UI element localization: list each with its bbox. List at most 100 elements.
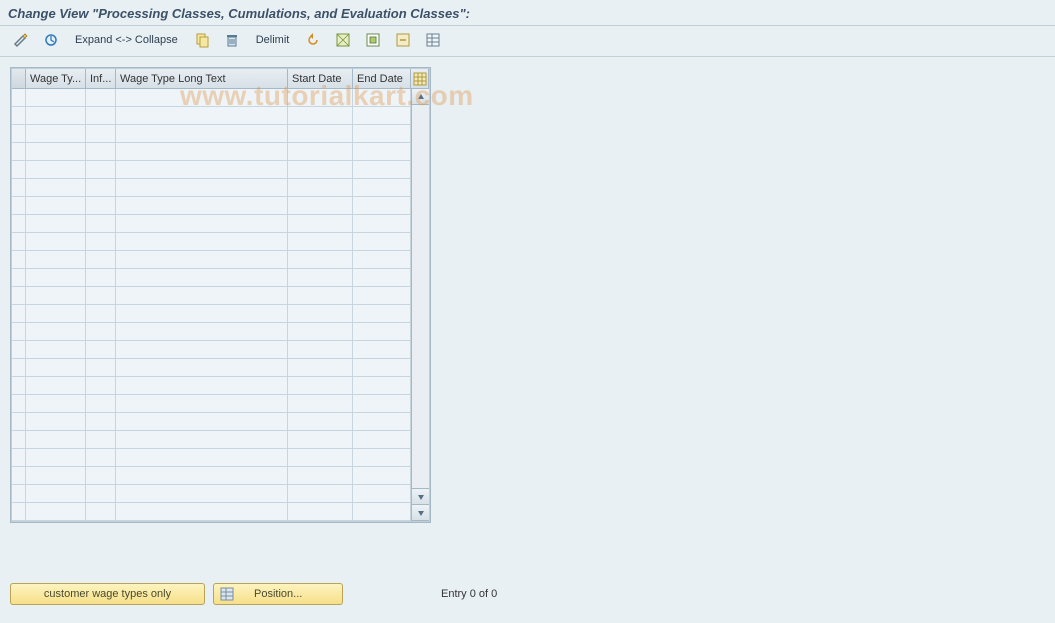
configure-columns-icon[interactable]	[411, 69, 429, 89]
table-row[interactable]	[12, 287, 411, 305]
cell-wage_type_short[interactable]	[26, 179, 86, 197]
cell-info[interactable]	[86, 305, 116, 323]
cell-end_date[interactable]	[353, 485, 411, 503]
cell-wage_type_short[interactable]	[26, 413, 86, 431]
cell-info[interactable]	[86, 287, 116, 305]
vertical-scrollbar[interactable]	[411, 89, 429, 521]
cell-wage_type_long[interactable]	[116, 503, 288, 521]
cell-wage_type_short[interactable]	[26, 449, 86, 467]
row-handle[interactable]	[12, 233, 26, 251]
row-handle[interactable]	[12, 359, 26, 377]
table-settings-icon[interactable]	[420, 30, 446, 50]
cell-info[interactable]	[86, 323, 116, 341]
cell-info[interactable]	[86, 107, 116, 125]
cell-wage_type_short[interactable]	[26, 359, 86, 377]
cell-wage_type_long[interactable]	[116, 215, 288, 233]
table-row[interactable]	[12, 89, 411, 107]
cell-wage_type_short[interactable]	[26, 107, 86, 125]
cell-end_date[interactable]	[353, 413, 411, 431]
row-handle[interactable]	[12, 467, 26, 485]
column-header-end_date[interactable]: End Date	[353, 69, 411, 89]
table-row[interactable]	[12, 251, 411, 269]
cell-wage_type_short[interactable]	[26, 503, 86, 521]
table-row[interactable]	[12, 395, 411, 413]
cell-info[interactable]	[86, 503, 116, 521]
cell-wage_type_long[interactable]	[116, 125, 288, 143]
cell-start_date[interactable]	[288, 503, 353, 521]
table-row[interactable]	[12, 413, 411, 431]
cell-wage_type_long[interactable]	[116, 431, 288, 449]
cell-end_date[interactable]	[353, 143, 411, 161]
cell-wage_type_short[interactable]	[26, 377, 86, 395]
scroll-down-icon[interactable]	[412, 504, 429, 520]
table-row[interactable]	[12, 503, 411, 521]
cell-end_date[interactable]	[353, 449, 411, 467]
table-row[interactable]	[12, 143, 411, 161]
cell-info[interactable]	[86, 197, 116, 215]
row-handle[interactable]	[12, 413, 26, 431]
cell-wage_type_short[interactable]	[26, 467, 86, 485]
cell-start_date[interactable]	[288, 413, 353, 431]
cell-info[interactable]	[86, 485, 116, 503]
row-handle[interactable]	[12, 449, 26, 467]
cell-start_date[interactable]	[288, 143, 353, 161]
row-handle[interactable]	[12, 287, 26, 305]
row-handle[interactable]	[12, 395, 26, 413]
table-row[interactable]	[12, 269, 411, 287]
table-row[interactable]	[12, 323, 411, 341]
cell-info[interactable]	[86, 395, 116, 413]
cell-start_date[interactable]	[288, 89, 353, 107]
cell-end_date[interactable]	[353, 125, 411, 143]
undo-icon[interactable]	[300, 30, 326, 50]
row-handle[interactable]	[12, 305, 26, 323]
cell-end_date[interactable]	[353, 179, 411, 197]
cell-info[interactable]	[86, 161, 116, 179]
cell-wage_type_long[interactable]	[116, 359, 288, 377]
row-handle[interactable]	[12, 431, 26, 449]
row-handle[interactable]	[12, 179, 26, 197]
cell-info[interactable]	[86, 233, 116, 251]
cell-start_date[interactable]	[288, 107, 353, 125]
cell-end_date[interactable]	[353, 395, 411, 413]
cell-wage_type_long[interactable]	[116, 323, 288, 341]
cell-end_date[interactable]	[353, 161, 411, 179]
row-handle[interactable]	[12, 251, 26, 269]
cell-end_date[interactable]	[353, 269, 411, 287]
cell-start_date[interactable]	[288, 161, 353, 179]
row-handle[interactable]	[12, 485, 26, 503]
cell-wage_type_long[interactable]	[116, 251, 288, 269]
table-row[interactable]	[12, 359, 411, 377]
row-handle[interactable]	[12, 125, 26, 143]
cell-info[interactable]	[86, 341, 116, 359]
cell-start_date[interactable]	[288, 323, 353, 341]
cell-wage_type_long[interactable]	[116, 233, 288, 251]
delete-icon[interactable]	[219, 30, 245, 50]
cell-wage_type_short[interactable]	[26, 323, 86, 341]
cell-info[interactable]	[86, 359, 116, 377]
table-row[interactable]	[12, 107, 411, 125]
cell-end_date[interactable]	[353, 233, 411, 251]
table-row[interactable]	[12, 179, 411, 197]
row-handle[interactable]	[12, 503, 26, 521]
table-row[interactable]	[12, 467, 411, 485]
cell-end_date[interactable]	[353, 359, 411, 377]
cell-end_date[interactable]	[353, 197, 411, 215]
table-row[interactable]	[12, 377, 411, 395]
cell-wage_type_long[interactable]	[116, 413, 288, 431]
cell-wage_type_short[interactable]	[26, 305, 86, 323]
cell-info[interactable]	[86, 269, 116, 287]
row-handle[interactable]	[12, 107, 26, 125]
cell-wage_type_long[interactable]	[116, 395, 288, 413]
cell-wage_type_short[interactable]	[26, 485, 86, 503]
table-row[interactable]	[12, 431, 411, 449]
cell-wage_type_long[interactable]	[116, 143, 288, 161]
cell-start_date[interactable]	[288, 395, 353, 413]
cell-end_date[interactable]	[353, 377, 411, 395]
scroll-track[interactable]	[412, 105, 429, 488]
cell-wage_type_short[interactable]	[26, 233, 86, 251]
cell-info[interactable]	[86, 215, 116, 233]
row-handle[interactable]	[12, 269, 26, 287]
cell-wage_type_short[interactable]	[26, 125, 86, 143]
cell-start_date[interactable]	[288, 467, 353, 485]
cell-start_date[interactable]	[288, 251, 353, 269]
